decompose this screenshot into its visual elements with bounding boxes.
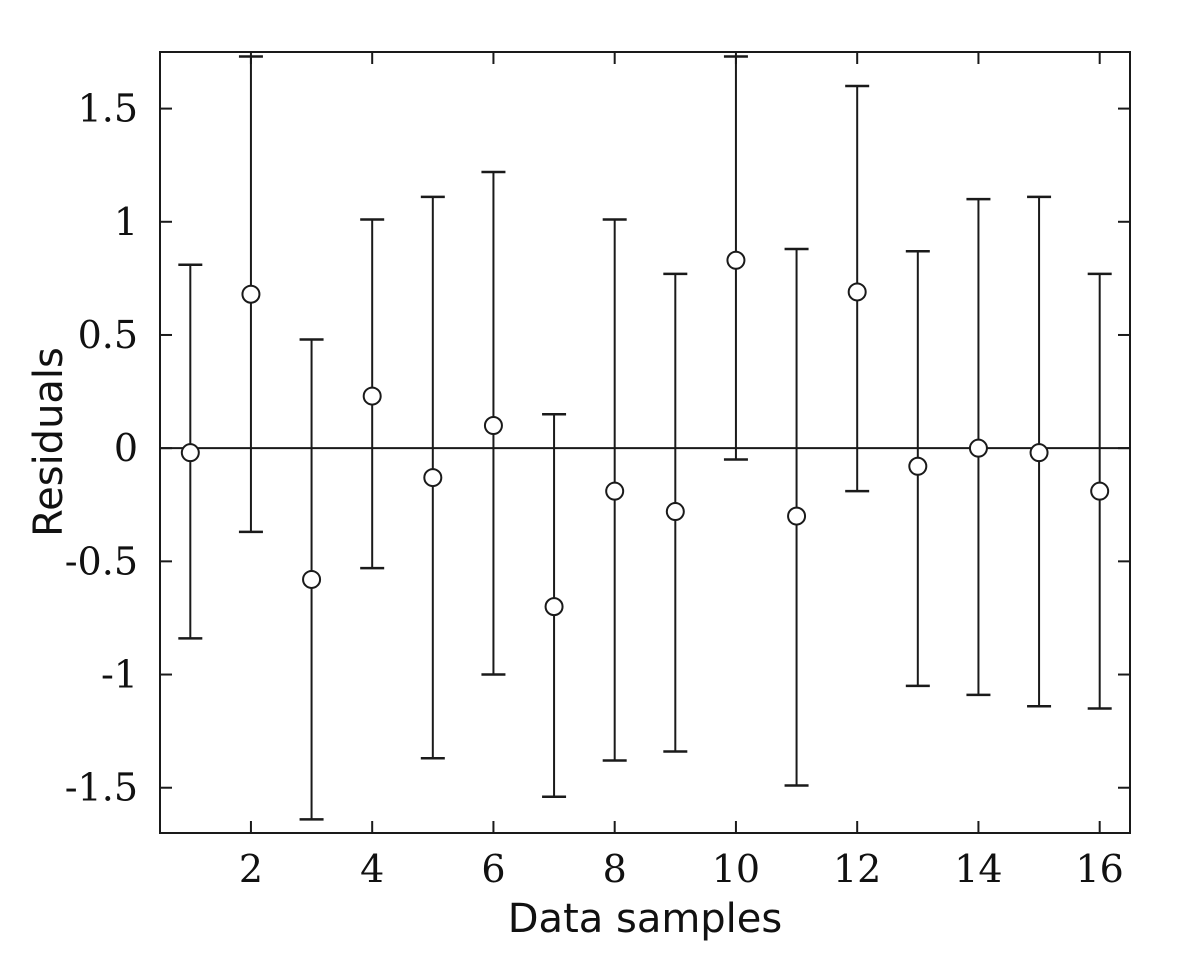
x-axis-ticks: 2 4 6 8 10 12 14 16 — [239, 52, 1124, 891]
x-tick-label: 12 — [833, 847, 881, 891]
data-point — [787, 506, 807, 526]
data-point — [362, 386, 382, 406]
error-bars — [178, 55, 1112, 821]
y-tick-label: -1 — [101, 653, 138, 697]
data-point — [665, 502, 685, 522]
data-point — [483, 416, 503, 436]
plot-frame — [159, 51, 1131, 834]
x-tick-label: 16 — [1076, 847, 1124, 891]
data-point — [544, 597, 564, 617]
x-axis-label: Data samples — [508, 896, 783, 942]
y-axis-label: Residuals — [26, 347, 72, 537]
data-point — [180, 443, 200, 463]
y-axis-ticks: 1.5 1 0.5 0 -0.5 -1 -1.5 — [65, 87, 1130, 810]
data-point — [302, 569, 322, 589]
x-tick-label: 4 — [360, 847, 384, 891]
y-tick-label: 1 — [114, 200, 138, 244]
y-tick-label: -1.5 — [65, 766, 138, 810]
x-tick-label: 8 — [603, 847, 627, 891]
data-point — [908, 456, 928, 476]
data-point — [726, 250, 746, 270]
x-tick-label: 14 — [954, 847, 1002, 891]
x-tick-label: 10 — [712, 847, 760, 891]
y-tick-label: 0 — [114, 426, 138, 470]
data-point — [847, 282, 867, 302]
data-point — [1090, 481, 1110, 501]
data-point — [1029, 443, 1049, 463]
y-tick-label: 0.5 — [78, 313, 138, 357]
x-tick-label: 6 — [481, 847, 505, 891]
data-point — [241, 284, 261, 304]
x-tick-label: 2 — [239, 847, 263, 891]
y-tick-label: -0.5 — [65, 539, 138, 583]
y-tick-label: 1.5 — [78, 87, 138, 131]
data-point — [968, 438, 988, 458]
data-point — [423, 468, 443, 488]
data-point — [605, 481, 625, 501]
data-points — [180, 250, 1110, 617]
